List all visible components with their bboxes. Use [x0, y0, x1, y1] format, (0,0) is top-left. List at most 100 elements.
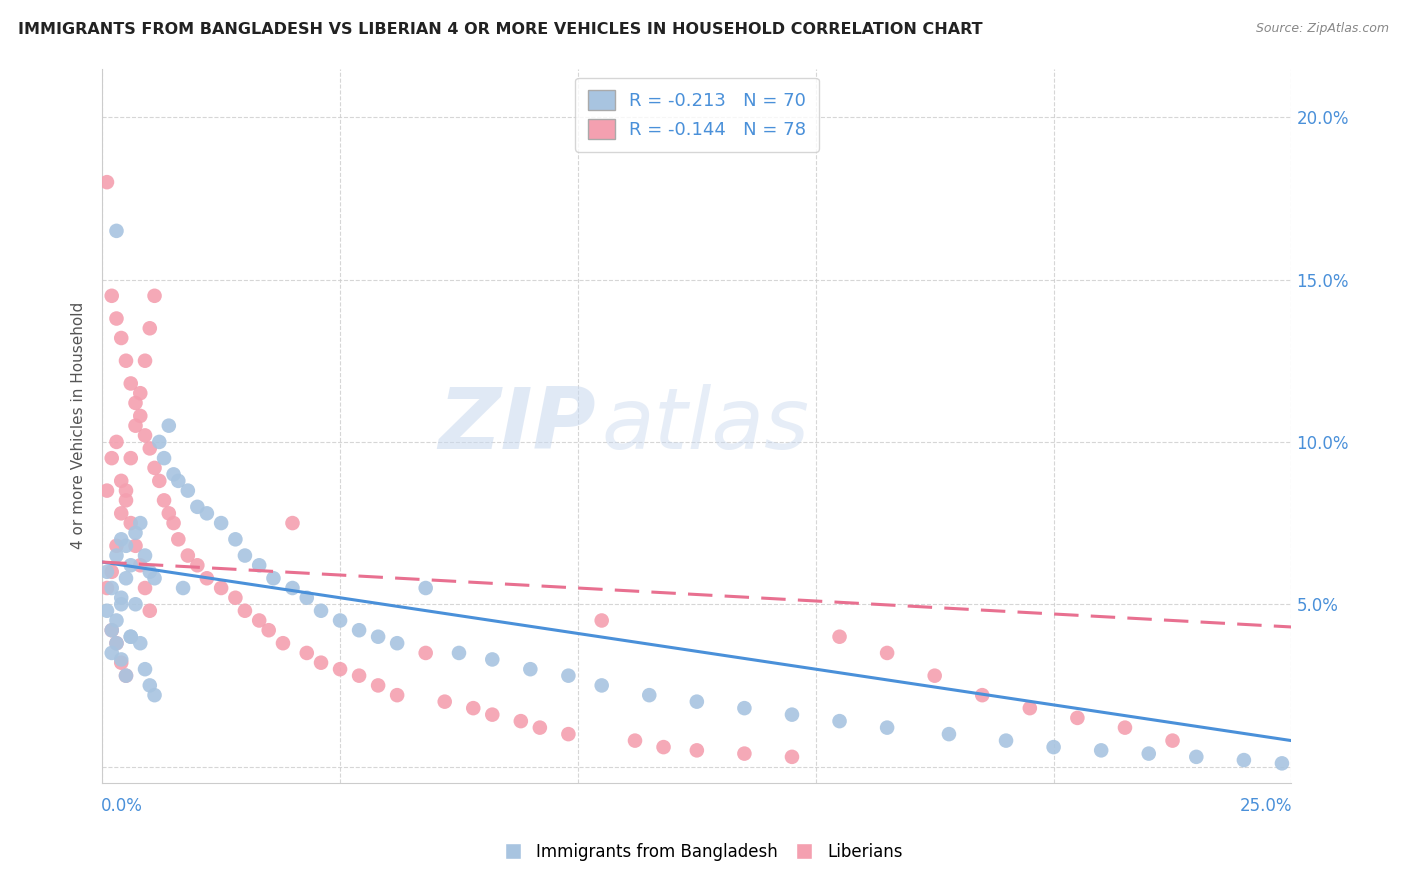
- Point: [247, 558, 270, 573]
- Point: [281, 516, 304, 530]
- Point: [153, 451, 176, 466]
- Point: [96, 581, 118, 595]
- Point: [134, 428, 156, 442]
- Point: [224, 591, 246, 605]
- Point: [134, 581, 156, 595]
- Point: [1161, 733, 1184, 747]
- Point: [780, 707, 803, 722]
- Point: [139, 321, 162, 335]
- Point: [828, 714, 851, 728]
- Point: [876, 721, 898, 735]
- Point: [209, 581, 232, 595]
- Point: [148, 434, 170, 449]
- Point: [347, 668, 370, 682]
- Point: [329, 662, 352, 676]
- Point: [309, 604, 332, 618]
- Point: [110, 597, 132, 611]
- Point: [509, 714, 531, 728]
- Point: [209, 516, 232, 530]
- Point: [463, 701, 485, 715]
- Point: [96, 175, 118, 189]
- Point: [110, 331, 132, 345]
- Point: [177, 483, 200, 498]
- Point: [124, 396, 146, 410]
- Point: [557, 668, 579, 682]
- Point: [110, 533, 132, 547]
- Point: [105, 224, 128, 238]
- Point: [972, 688, 994, 702]
- Point: [124, 597, 146, 611]
- Point: [96, 604, 118, 618]
- Point: [481, 707, 503, 722]
- Point: [105, 614, 128, 628]
- Text: ZIP: ZIP: [439, 384, 596, 467]
- Point: [124, 539, 146, 553]
- Point: [1042, 740, 1064, 755]
- Point: [367, 630, 389, 644]
- Point: [186, 558, 208, 573]
- Point: [257, 624, 280, 638]
- Point: [733, 701, 755, 715]
- Point: [329, 614, 352, 628]
- Point: [115, 668, 138, 682]
- Point: [120, 451, 142, 466]
- Point: [143, 289, 166, 303]
- Point: [139, 565, 162, 579]
- Point: [100, 451, 122, 466]
- Point: [415, 581, 437, 595]
- Point: [105, 636, 128, 650]
- Point: [167, 474, 190, 488]
- Point: [995, 733, 1018, 747]
- Point: [105, 539, 128, 553]
- Point: [134, 353, 156, 368]
- Point: [148, 474, 170, 488]
- Point: [177, 549, 200, 563]
- Point: [100, 624, 122, 638]
- Point: [233, 604, 256, 618]
- Text: Source: ZipAtlas.com: Source: ZipAtlas.com: [1256, 22, 1389, 36]
- Point: [162, 467, 184, 482]
- Point: [115, 539, 138, 553]
- Point: [115, 493, 138, 508]
- Point: [686, 743, 709, 757]
- Point: [347, 624, 370, 638]
- Point: [115, 353, 138, 368]
- Point: [110, 474, 132, 488]
- Point: [447, 646, 470, 660]
- Point: [110, 591, 132, 605]
- Point: [591, 614, 613, 628]
- Point: [100, 289, 122, 303]
- Point: [224, 533, 246, 547]
- Point: [385, 636, 408, 650]
- Point: [96, 565, 118, 579]
- Point: [157, 506, 180, 520]
- Point: [129, 409, 152, 423]
- Point: [433, 695, 456, 709]
- Point: [686, 695, 709, 709]
- Point: [924, 668, 946, 682]
- Point: [1137, 747, 1160, 761]
- Point: [1233, 753, 1256, 767]
- Point: [115, 668, 138, 682]
- Point: [295, 646, 318, 660]
- Point: [557, 727, 579, 741]
- Point: [652, 740, 675, 755]
- Text: 25.0%: 25.0%: [1240, 797, 1292, 815]
- Point: [143, 461, 166, 475]
- Point: [1090, 743, 1112, 757]
- Point: [124, 418, 146, 433]
- Point: [129, 386, 152, 401]
- Point: [124, 525, 146, 540]
- Point: [134, 549, 156, 563]
- Point: [100, 646, 122, 660]
- Legend: Immigrants from Bangladesh, Liberians: Immigrants from Bangladesh, Liberians: [496, 837, 910, 868]
- Point: [105, 636, 128, 650]
- Point: [186, 500, 208, 514]
- Point: [271, 636, 294, 650]
- Point: [1114, 721, 1136, 735]
- Point: [129, 558, 152, 573]
- Point: [195, 571, 218, 585]
- Point: [143, 688, 166, 702]
- Point: [129, 516, 152, 530]
- Point: [100, 581, 122, 595]
